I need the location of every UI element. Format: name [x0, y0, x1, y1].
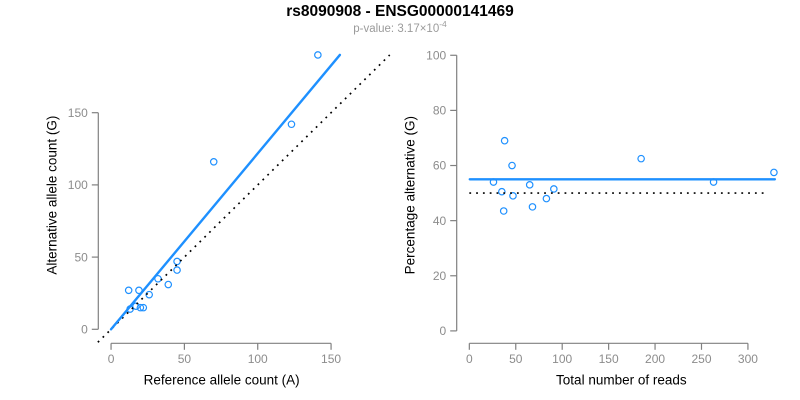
data-point: [287, 120, 296, 129]
y-tick-label: 50: [74, 250, 88, 264]
y-tick-label: 100: [68, 178, 88, 192]
data-point: [550, 185, 558, 193]
data-point: [525, 181, 534, 189]
x-axis-label: Total number of reads: [556, 372, 687, 387]
data-point: [139, 303, 148, 312]
y-tick-label: 0: [81, 322, 88, 336]
y-tick-label: 40: [433, 214, 447, 228]
allele-counts-panel: 0 50 100 150 0 50 100 150 Reference allele count…: [44, 51, 391, 387]
x-tick-label: 150: [599, 352, 619, 366]
fit-line: [109, 53, 342, 331]
y-tick-label: 60: [433, 159, 447, 173]
y-axis-label: Alternative allele count (G): [44, 116, 59, 275]
data-point: [164, 280, 173, 289]
identity-reference-line: [97, 54, 391, 343]
figure-title: rs8090908 - ENSG00000141469: [286, 3, 514, 20]
x-tick-label: 250: [691, 352, 711, 366]
x-tick-label: 100: [248, 352, 268, 366]
data-point: [499, 207, 508, 215]
percentage-alternative-panel: 0 50 100 150 200 250 300 0 20 40 60 80 100 Total numb…: [403, 48, 778, 387]
data-point: [209, 157, 218, 166]
x-tick-label: 100: [552, 352, 572, 366]
x-axis-label: Reference allele count (A): [144, 372, 300, 387]
data-point: [500, 136, 509, 145]
data-point: [136, 303, 145, 312]
x-tick-label: 300: [738, 352, 758, 366]
data-point: [637, 154, 645, 163]
y-tick-label: 0: [440, 324, 447, 338]
y-tick-label: 100: [426, 48, 446, 62]
y-tick-label: 80: [433, 104, 447, 118]
y-tick-label: 150: [68, 106, 88, 120]
data-point: [173, 266, 181, 274]
x-tick-label: 200: [645, 352, 665, 366]
x-tick-label: 0: [108, 352, 115, 366]
data-point: [314, 51, 322, 59]
data-point: [508, 161, 516, 170]
data-point: [770, 168, 778, 177]
data-point: [509, 192, 517, 200]
y-tick-label: 20: [433, 269, 447, 283]
x-tick-label: 0: [466, 352, 473, 366]
data-point: [528, 203, 537, 211]
data-point: [542, 194, 551, 203]
data-point: [173, 257, 181, 266]
data-point: [132, 302, 140, 310]
data-point: [124, 286, 133, 295]
p-value-exponent: -4: [439, 19, 447, 30]
data-point: [145, 290, 153, 299]
x-tick-label: 50: [509, 352, 523, 366]
data-point: [498, 187, 506, 196]
p-value-text: p-value: 3.17×10: [353, 23, 440, 35]
x-tick-label: 50: [178, 352, 192, 366]
y-axis-label: Percentage alternative (G): [403, 116, 418, 274]
figure-subtitle: p-value: 3.17×10-4: [0, 20, 800, 35]
x-tick-label: 150: [321, 352, 341, 366]
